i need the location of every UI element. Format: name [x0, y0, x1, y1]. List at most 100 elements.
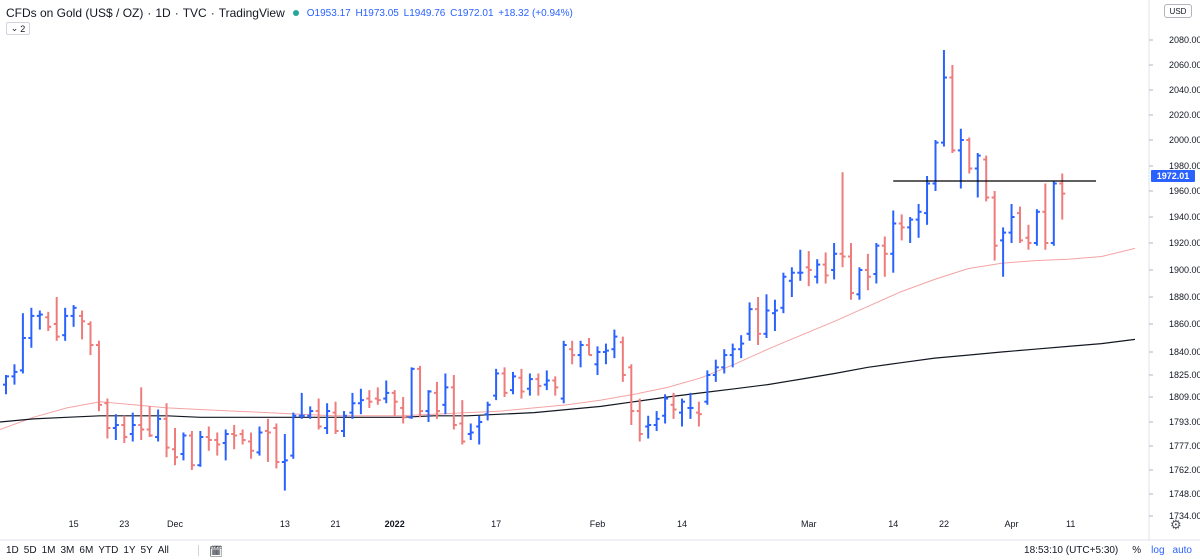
ohlc-bar [307, 406, 314, 419]
ohlc-bar [619, 336, 626, 382]
ohlc-bar [662, 394, 669, 424]
ohlc-bar [712, 359, 719, 382]
ohlc-bar [653, 411, 660, 431]
ohlc-bar [433, 381, 440, 419]
timeframe-ytd[interactable]: YTD [98, 545, 119, 556]
bottom-toolbar: 1D 5D 1M 3M 6M YTD 1Y 5Y All 🗓 18:53:10 … [0, 541, 1200, 560]
time-tick-label: Mar [801, 519, 817, 529]
ohlc-bar [62, 307, 69, 341]
timeframe-5d[interactable]: 5D [23, 545, 37, 556]
ohlc-bar [966, 137, 973, 174]
ohlc-bar [940, 50, 947, 147]
price-tick-label: 2040.00 [1169, 85, 1200, 95]
ohlc-bar [400, 397, 407, 424]
exchange-label: TVC [182, 6, 207, 20]
ohlc-bar [805, 251, 812, 287]
ohlc-bar [898, 214, 905, 241]
timeframe-all[interactable]: All [157, 545, 169, 556]
ohlc-bar [408, 367, 415, 419]
ohlc-bar [391, 390, 398, 416]
chevron-down-icon: ⌄ [10, 23, 19, 33]
timeframe-6m[interactable]: 6M [79, 545, 94, 556]
interval-label[interactable]: 1D [155, 6, 171, 20]
ohlc-bar [687, 392, 694, 419]
date-range-icon[interactable]: 🗓 [209, 546, 223, 558]
ohlc-bar [349, 392, 356, 419]
ohlc-bar [577, 340, 584, 368]
currency-button[interactable]: USD [1164, 4, 1192, 18]
open-value: O1953.17 [306, 7, 351, 19]
ohlc-bar [957, 128, 964, 189]
ohlc-bar [526, 373, 533, 396]
close-value: C1972.01 [450, 7, 494, 19]
ohlc-bar [3, 375, 9, 395]
ohlc-bar [172, 428, 178, 466]
ohlc-bar [70, 305, 77, 327]
timeframe-1y[interactable]: 1Y [123, 545, 136, 556]
ohlc-bar [383, 380, 390, 404]
low-value: L1949.76 [403, 7, 446, 19]
ohlc-bar [332, 401, 339, 434]
ohlc-bar [138, 387, 145, 440]
indicators-toggle-button[interactable]: ⌄ 2 [6, 22, 30, 35]
ohlc-bar [1000, 227, 1007, 277]
percent-scale-button[interactable]: % [1132, 545, 1142, 556]
ohlc-bar [1008, 204, 1015, 243]
price-tick-label: 2080.00 [1169, 35, 1200, 45]
price-tick-label: 1825.00 [1169, 370, 1200, 380]
ohlc-bar [670, 392, 677, 419]
ohlc-bar [543, 370, 550, 391]
ohlc-bar [79, 310, 86, 340]
ohlc-bar [442, 373, 449, 415]
ohlc-bar [180, 432, 187, 461]
ohlc-bar [788, 267, 795, 297]
symbol-title[interactable]: CFDs on Gold (US$ / OZ) [6, 6, 144, 20]
gear-icon[interactable]: ⚙ [1170, 517, 1182, 532]
ohlc-bar [248, 432, 255, 459]
ohlc-bar [746, 302, 753, 341]
ohlc-bar [264, 418, 271, 462]
clock-readout[interactable]: 18:53:10 (UTC+5:30) [1024, 545, 1119, 556]
ohlc-bars [3, 50, 1066, 491]
ohlc-bar [163, 403, 170, 458]
separator-dot: · [147, 6, 152, 20]
time-tick-label: Feb [590, 519, 606, 529]
market-status-icon[interactable] [292, 10, 299, 16]
auto-scale-button[interactable]: auto [1172, 545, 1192, 556]
ohlc-bar [239, 429, 246, 445]
ohlc-bar [146, 406, 153, 437]
price-tick-label: 1940.00 [1169, 212, 1200, 222]
timeframe-1m[interactable]: 1M [41, 545, 56, 556]
ohlc-bar [932, 140, 939, 191]
ohlc-bar [586, 338, 593, 357]
ohlc-bar [231, 425, 238, 450]
ohlc-bar [1025, 224, 1032, 250]
price-tick-label: 2000.00 [1169, 135, 1200, 145]
time-tick-label: 15 [69, 519, 79, 529]
ohlc-bar [28, 307, 35, 348]
ohlc-bar [357, 388, 364, 415]
ohlc-bar [560, 340, 567, 404]
timeframe-1d[interactable]: 1D [6, 545, 19, 556]
timeframe-3m[interactable]: 3M [60, 545, 75, 556]
time-tick-label: 2022 [385, 519, 405, 529]
ohlc-bar [214, 432, 221, 456]
ohlc-bar [53, 297, 60, 341]
price-axis[interactable]: 2080.00 2060.00 2040.00 2020.00 2000.00 1980.… [1149, 35, 1200, 521]
log-scale-button[interactable]: log [1151, 545, 1165, 556]
time-axis[interactable]: 15 23 Dec 13 21 2022 17 Feb 14 Mar 14 22 Apr 11 [69, 519, 1076, 529]
ohlc-bar [924, 176, 931, 225]
ohlc-bar [155, 409, 162, 442]
ohlc-bar [366, 390, 373, 408]
ohlc-bar [129, 412, 136, 442]
ohlc-bar [907, 217, 914, 243]
ohlc-bar [738, 335, 745, 359]
ohlc-bar [476, 415, 483, 445]
price-tick-label: 1860.00 [1169, 319, 1200, 329]
timeframe-5y[interactable]: 5Y [140, 545, 153, 556]
ohlc-bar [974, 153, 981, 198]
time-tick-label: 14 [888, 519, 898, 529]
ohlc-bar [256, 426, 263, 456]
ohlc-bar [1017, 206, 1023, 243]
